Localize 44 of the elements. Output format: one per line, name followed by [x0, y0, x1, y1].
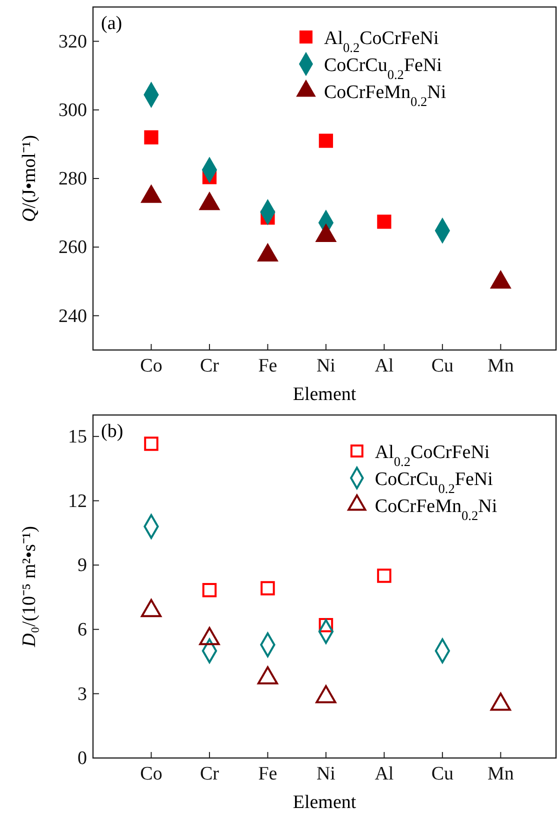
- legend-label: CoCrCu$_{0.2}$FeNi: [324, 55, 442, 82]
- y-tick-label: 320: [58, 31, 87, 52]
- legend-label: CoCrFeMn$_{0.2}$Ni: [374, 496, 498, 522]
- x-tick-label: Fe: [258, 355, 278, 376]
- x-tick-label: Mn: [487, 763, 514, 784]
- point: [144, 130, 158, 144]
- annotation: (a): [101, 13, 122, 34]
- y-tick-label: 15: [68, 426, 87, 448]
- point: [202, 583, 217, 598]
- legend-label: Al$_{0.2}$CoCrFeNi: [374, 442, 490, 468]
- y-tick-label: 6: [78, 619, 87, 640]
- point: [318, 134, 334, 148]
- x-tick-label: Ni: [316, 355, 336, 376]
- point: [260, 581, 275, 596]
- y-tick-label: 240: [58, 306, 87, 327]
- y-tick-label: 12: [68, 490, 87, 512]
- x-tick-label: Co: [140, 355, 162, 376]
- point: [144, 436, 158, 451]
- x-tick-label: Cr: [200, 355, 220, 376]
- x-tick-label: Al: [374, 355, 394, 376]
- x-tick-label: Fe: [258, 763, 278, 784]
- point: [377, 568, 392, 583]
- annotation: (b): [101, 421, 124, 442]
- y-tick-label: 280: [58, 168, 87, 190]
- x-tick-label: Co: [140, 763, 162, 784]
- legend-label: Al$_{0.2}$CoCrFeNi: [324, 28, 439, 54]
- x-tick-label: Cr: [200, 763, 220, 784]
- x-tick-label: Cu: [431, 763, 454, 784]
- legend-label: CoCrFeMn$_{0.2}$Ni: [324, 82, 446, 108]
- y-tick-label: 3: [78, 684, 87, 705]
- y-axis-title: Q/(J•mol⁻¹): [19, 135, 40, 222]
- x-tick-label: Al: [374, 763, 394, 784]
- legend-label: CoCrCu$_{0.2}$FeNi: [374, 469, 493, 496]
- y-tick-label: 260: [58, 237, 87, 258]
- x-axis-title: Element: [292, 792, 357, 813]
- point: [377, 214, 392, 229]
- y-tick-label: 0: [78, 748, 87, 770]
- y-tick-label: 300: [58, 100, 87, 121]
- y-axis-title: D₀/(10⁻⁵ m²•s⁻¹): [19, 526, 40, 648]
- x-axis-title: Element: [292, 384, 357, 405]
- x-tick-label: Ni: [316, 763, 336, 784]
- x-tick-label: Mn: [487, 355, 514, 376]
- y-tick-label: 9: [78, 555, 87, 576]
- x-tick-label: Cu: [431, 355, 454, 376]
